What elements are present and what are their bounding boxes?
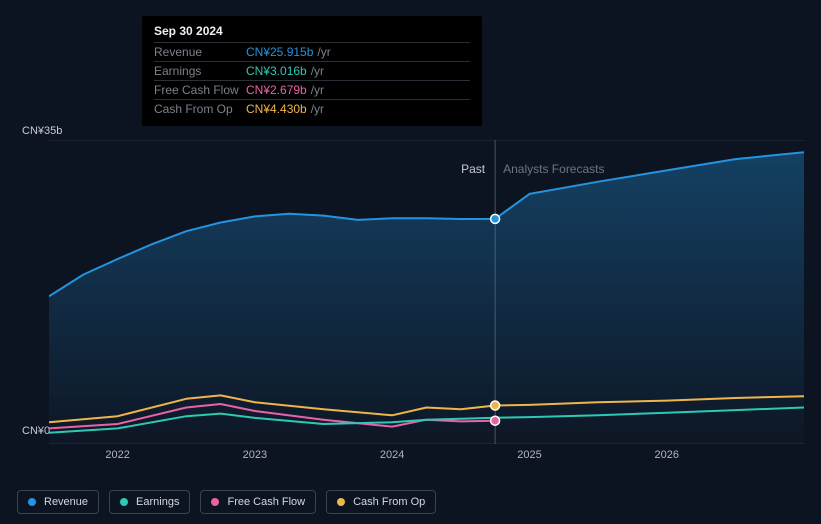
legend-label: Revenue xyxy=(44,496,88,508)
x-axis-tick: 2026 xyxy=(654,449,678,461)
tooltip-row: RevenueCN¥25.915b/yr xyxy=(154,42,470,61)
legend-item-revenue[interactable]: Revenue xyxy=(17,490,99,514)
tooltip-row-value: CN¥3.016b xyxy=(246,64,307,78)
chart-svg xyxy=(49,140,804,444)
legend-dot-icon xyxy=(211,498,219,506)
tooltip-row: EarningsCN¥3.016b/yr xyxy=(154,61,470,80)
tooltip-row-label: Free Cash Flow xyxy=(154,83,246,97)
legend-label: Free Cash Flow xyxy=(227,496,305,508)
hover-tooltip: Sep 30 2024 RevenueCN¥25.915b/yrEarnings… xyxy=(142,16,482,126)
marker-fcf xyxy=(491,416,500,425)
tooltip-row-label: Revenue xyxy=(154,45,246,59)
tooltip-row: Cash From OpCN¥4.430b/yr xyxy=(154,99,470,118)
tooltip-row-unit: /yr xyxy=(311,102,324,116)
legend-item-cash_from_op[interactable]: Cash From Op xyxy=(326,490,436,514)
legend-label: Earnings xyxy=(136,496,179,508)
y-axis-max-label: CN¥35b xyxy=(22,125,62,137)
tooltip-row-unit: /yr xyxy=(311,83,324,97)
tooltip-row-label: Earnings xyxy=(154,64,246,78)
tooltip-date: Sep 30 2024 xyxy=(154,24,470,42)
x-axis-tick: 2024 xyxy=(380,449,404,461)
tooltip-row-unit: /yr xyxy=(317,45,330,59)
legend-dot-icon xyxy=(120,498,128,506)
legend-dot-icon xyxy=(337,498,345,506)
tooltip-row-value: CN¥2.679b xyxy=(246,83,307,97)
y-axis-min-label: CN¥0 xyxy=(22,425,50,437)
marker-revenue xyxy=(491,214,500,223)
forecast-section-label: Analysts Forecasts xyxy=(503,162,604,176)
tooltip-row-value: CN¥4.430b xyxy=(246,102,307,116)
earnings-revenue-chart[interactable]: CN¥35b CN¥0 Past Analysts Forecasts 2022… xyxy=(17,125,804,465)
x-axis-tick: 2025 xyxy=(517,449,541,461)
past-section-label: Past xyxy=(461,162,485,176)
legend-label: Cash From Op xyxy=(353,496,425,508)
x-axis-tick: 2023 xyxy=(243,449,267,461)
legend-item-fcf[interactable]: Free Cash Flow xyxy=(200,490,316,514)
tooltip-row-value: CN¥25.915b xyxy=(246,45,313,59)
tooltip-row-label: Cash From Op xyxy=(154,102,246,116)
plot-area[interactable]: Past Analysts Forecasts xyxy=(49,140,804,444)
tooltip-row-unit: /yr xyxy=(311,64,324,78)
x-axis-tick: 2022 xyxy=(105,449,129,461)
marker-cash_from_op xyxy=(491,401,500,410)
chart-legend: Revenue Earnings Free Cash Flow Cash From O… xyxy=(17,490,436,514)
legend-dot-icon xyxy=(28,498,36,506)
legend-item-earnings[interactable]: Earnings xyxy=(109,490,190,514)
tooltip-row: Free Cash FlowCN¥2.679b/yr xyxy=(154,80,470,99)
